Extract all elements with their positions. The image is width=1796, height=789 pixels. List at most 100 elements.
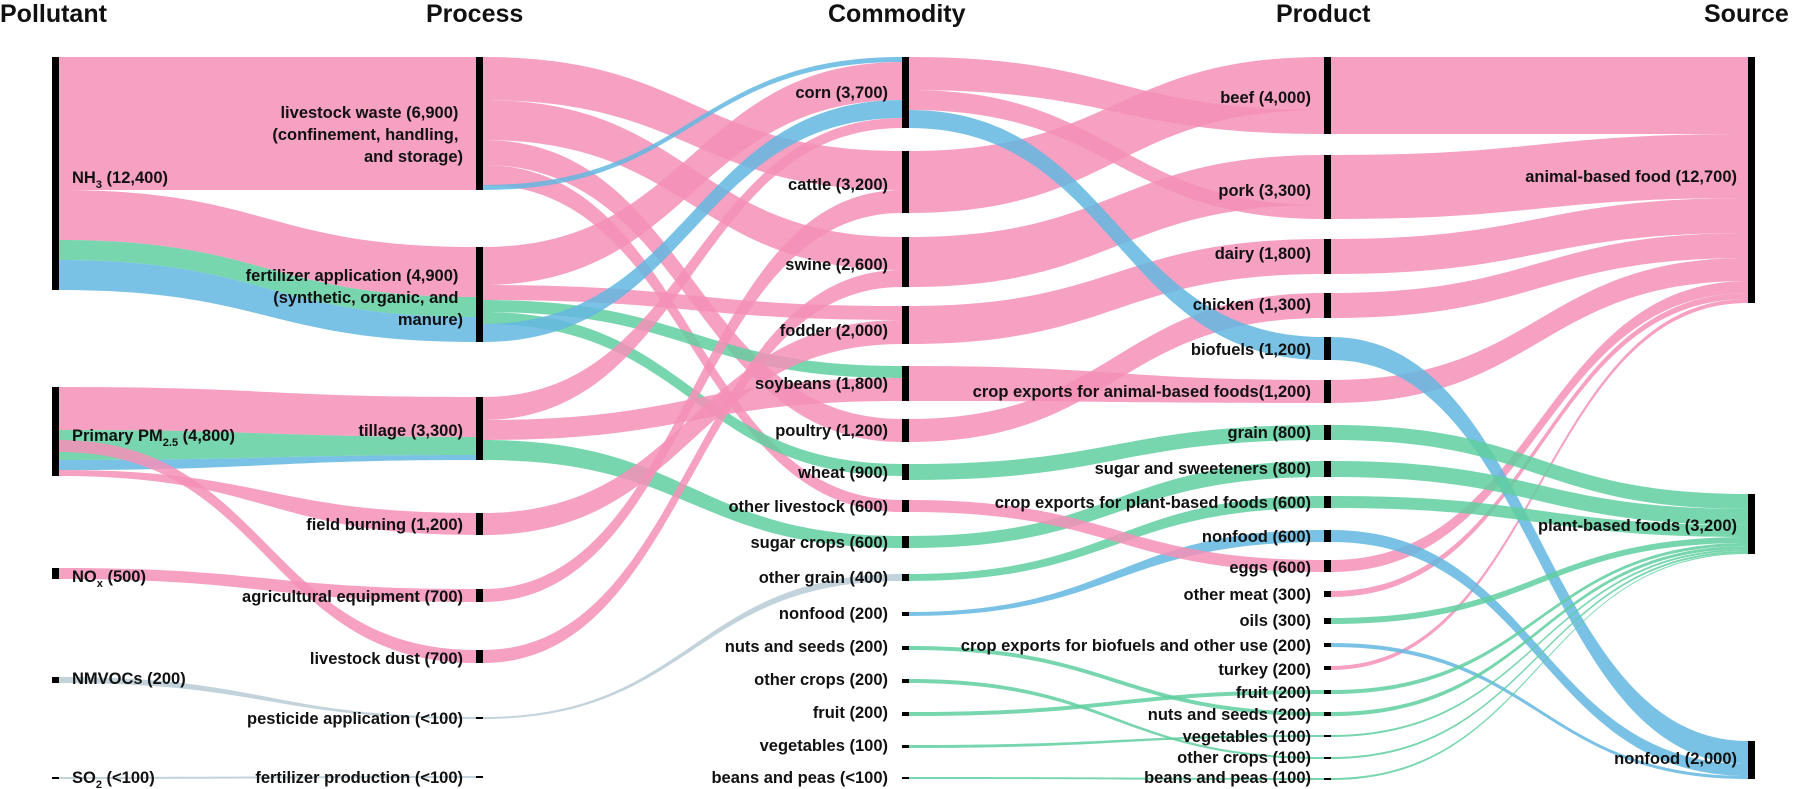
flow-corn-beef	[909, 57, 1324, 134]
node-bar-nox	[52, 568, 59, 579]
flow-pm25-fertilizer	[59, 240, 476, 317]
node-bar-nonfood-p	[1324, 530, 1331, 542]
node-label-fruit-product: fruit (200)	[1236, 684, 1311, 702]
node-label-sugar-sweeteners: sugar and sweeteners (800)	[1095, 460, 1311, 478]
node-bar-cattle	[902, 151, 909, 213]
node-label-so2: SO2 (<100)	[72, 769, 155, 789]
flow-nonfood-nonfood-src	[1331, 530, 1748, 776]
node-label-turkey: turkey (200)	[1218, 661, 1311, 679]
flow-beans-plant	[1331, 553, 1748, 780]
flow-equip-cattle	[483, 190, 902, 602]
node-label-plant-based-foods: plant-based foods (3,200)	[1538, 517, 1737, 535]
node-label-cattle: cattle (3,200)	[788, 176, 888, 194]
node-bar-ag-equipment	[476, 589, 483, 602]
flow-waste-poultry	[483, 140, 902, 442]
node-bar-biofuels	[1324, 337, 1331, 360]
node-bar-beef	[1324, 57, 1331, 134]
flow-pest-grain	[483, 574, 902, 719]
flow-tillage-corn	[483, 118, 902, 420]
node-label-soybeans: soybeans (1,800)	[755, 375, 888, 393]
node-label-livestock-dust: livestock dust (700)	[310, 650, 463, 668]
flow-fert-corn-nox	[483, 100, 902, 342]
node-label-fertilizer-production: fertilizer production (<100)	[255, 769, 463, 787]
flow-nonfood-nonfood	[909, 530, 1324, 616]
flow-nmvoc-pesticide	[59, 677, 476, 719]
node-label-beans-peas-product: beans and peas (100)	[1144, 769, 1311, 787]
column-header-source: Source	[1704, 0, 1789, 28]
flow-fruit-plant	[1331, 543, 1748, 694]
node-label-fertilizer-application: fertilizer application (4,900) (syntheti…	[246, 267, 463, 329]
flow-beans-beans	[909, 777, 1324, 780]
node-label-crop-exports-biofuels: crop exports for biofuels and other use …	[961, 637, 1311, 655]
node-label-fodder: fodder (2,000)	[780, 322, 888, 340]
node-bar-pork	[1324, 155, 1331, 219]
flow-pm25-livestock-dust	[59, 440, 476, 663]
column-header-product: Product	[1276, 0, 1371, 28]
node-bar-plant	[1748, 494, 1755, 554]
node-bar-nuts-c	[902, 646, 909, 650]
node-bar-poultry	[902, 419, 909, 442]
node-bar-vegetables-c	[902, 745, 909, 748]
flow-dust-swine	[483, 270, 902, 663]
flow-fodder-dairy	[909, 239, 1324, 344]
flow-corn-biofuels	[909, 110, 1324, 360]
node-bar-grain	[1324, 425, 1331, 440]
node-bar-nuts-p	[1324, 712, 1331, 716]
node-bar-nmvoc	[52, 677, 59, 683]
node-bar-fruit-c	[902, 712, 909, 716]
node-label-dairy: dairy (1,800)	[1215, 245, 1311, 263]
node-label-animal-based-food: animal-based food (12,700)	[1525, 168, 1737, 186]
column-header-process: Process	[426, 0, 523, 28]
node-label-eggs: eggs (600)	[1229, 559, 1311, 577]
flow-beef-animal	[1331, 57, 1748, 134]
flow-nox-ag-equipment	[59, 568, 476, 602]
flow-nox-fertilizer	[59, 260, 476, 342]
node-bar-vegetables-p	[1324, 735, 1331, 737]
flow-sugar-sweeteners	[909, 461, 1324, 548]
node-label-nonfood-commodity: nonfood (200)	[779, 605, 888, 623]
flow-nuts-plant	[1331, 546, 1748, 716]
node-label-other-crops-commodity: other crops (200)	[754, 671, 888, 689]
node-bar-fertilizer	[476, 247, 483, 342]
node-bar-other-meat	[1324, 591, 1331, 597]
node-label-wheat: wheat (900)	[797, 464, 888, 482]
flow-veg-veg	[909, 735, 1324, 748]
flow-exports-bio-nonfood	[1331, 643, 1748, 779]
node-bar-sugar-crops	[902, 536, 909, 548]
flow-nh3-fertilizer	[59, 190, 476, 297]
node-label-nox: NOx (500)	[72, 568, 146, 590]
node-bar-pm25	[52, 387, 59, 476]
node-label-pork: pork (3,300)	[1218, 182, 1311, 200]
flow-othercrops-othercrops	[909, 679, 1324, 759]
node-label-oils: oils (300)	[1239, 612, 1311, 630]
node-bar-turkey	[1324, 666, 1331, 670]
node-bar-beans-p	[1324, 778, 1331, 780]
flow-veg-plant	[1331, 549, 1748, 737]
flow-pork-animal	[1331, 134, 1748, 219]
flow-cattle-beef	[909, 57, 1324, 213]
node-bar-so2	[52, 777, 59, 779]
node-label-sugar-crops: sugar crops (600)	[750, 534, 888, 552]
flow-biofuels-nonfood	[1331, 337, 1748, 764]
node-label-nonfood-product: nonfood (600)	[1202, 528, 1311, 546]
node-label-nuts-seeds-commodity: nuts and seeds (200)	[725, 638, 888, 656]
flow-fert-corn	[483, 62, 902, 285]
flow-layer	[59, 57, 1748, 780]
node-label-beef: beef (4,000)	[1220, 89, 1311, 107]
node-label-nuts-seeds-product: nuts and seeds (200)	[1148, 706, 1311, 724]
node-bar-other-livestock	[902, 500, 909, 512]
node-label-crop-exports-plant: crop exports for plant-based foods (600)	[995, 494, 1311, 512]
flow-chicken-animal	[1331, 233, 1748, 318]
flow-burn-fodder	[483, 320, 902, 535]
flow-nh3-livestock-waste	[59, 57, 476, 190]
node-bar-field-burning	[476, 513, 483, 535]
node-bar-pesticide	[476, 717, 483, 719]
node-bar-tillage	[476, 397, 483, 460]
node-label-livestock-waste: livestock waste (6,900) (confinement, ha…	[272, 104, 463, 166]
node-bar-sugar	[1324, 461, 1331, 477]
flow-so2-fert-production	[59, 776, 476, 779]
node-label-pm25: Primary PM2.5 (4,800)	[72, 427, 235, 449]
node-bar-other-crops-p	[1324, 757, 1331, 759]
flow-othercrops-plant	[1331, 551, 1748, 759]
flow-pm25-tillage	[59, 430, 476, 460]
